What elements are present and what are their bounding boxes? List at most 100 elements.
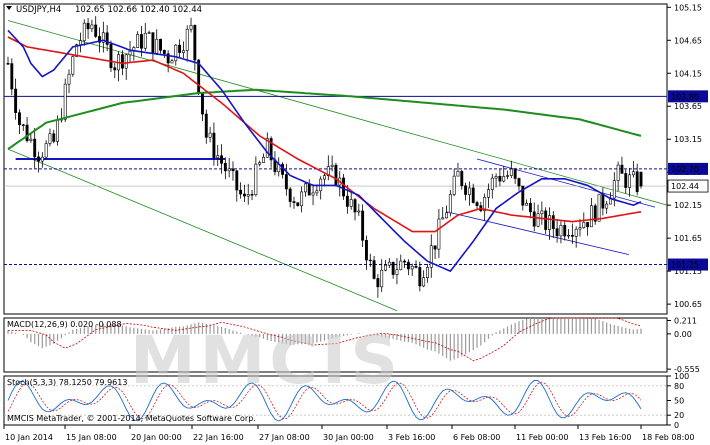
candle xyxy=(14,78,18,120)
candle-body xyxy=(75,44,79,57)
candle xyxy=(269,136,273,168)
x-tick-label: 3 Feb 16:00 xyxy=(388,433,435,442)
candle xyxy=(86,17,90,39)
candle xyxy=(498,168,502,187)
candle-body xyxy=(628,174,632,188)
candle-body xyxy=(292,201,296,203)
macd-label: MACD(12,26,9) 0.020 -0.088 xyxy=(7,320,122,329)
candle xyxy=(178,39,182,58)
candle-body xyxy=(593,205,597,222)
candle xyxy=(570,223,574,244)
candle-body xyxy=(231,168,235,172)
candle xyxy=(273,151,277,176)
candle xyxy=(311,184,315,206)
x-tick-label: 15 Jan 08:00 xyxy=(66,433,117,442)
macd-panel-frame xyxy=(3,317,668,373)
candle-body xyxy=(403,260,407,263)
candle xyxy=(159,38,162,54)
candle xyxy=(250,189,254,201)
candle-body xyxy=(14,88,18,113)
candle xyxy=(612,172,616,207)
candle xyxy=(605,201,609,214)
candle xyxy=(589,197,593,228)
candle-body xyxy=(40,156,44,162)
candle-body xyxy=(143,32,147,49)
candle xyxy=(555,219,559,243)
candle-body xyxy=(284,174,288,190)
candle xyxy=(429,234,433,278)
candle xyxy=(212,122,216,166)
candle-body xyxy=(250,194,254,196)
candle-body xyxy=(578,227,582,230)
candle xyxy=(300,186,304,213)
x-tick-label: 11 Feb 00:00 xyxy=(516,433,568,442)
candle xyxy=(372,256,376,280)
candle xyxy=(162,49,166,58)
candle xyxy=(315,184,319,197)
candle xyxy=(170,58,174,64)
candle-body xyxy=(246,194,250,197)
stoch-tick-label: 50 xyxy=(674,397,684,406)
candle xyxy=(330,155,334,172)
candle-body xyxy=(94,24,98,37)
candle xyxy=(151,32,155,60)
candle-body xyxy=(395,269,399,275)
price-tick-label: 102.15 xyxy=(674,201,702,210)
candle-body xyxy=(475,202,479,206)
candle xyxy=(166,50,170,73)
candle-body xyxy=(624,173,628,188)
candle xyxy=(109,40,113,72)
candle xyxy=(395,258,399,285)
candle xyxy=(628,167,632,197)
x-tick-label: 22 Jan 16:00 xyxy=(193,433,244,442)
candle-body xyxy=(216,155,220,159)
candle-body xyxy=(387,261,391,266)
candle xyxy=(593,203,597,225)
candle-body xyxy=(422,277,426,287)
candle xyxy=(399,254,403,271)
candle xyxy=(25,117,29,143)
x-tick-label: 27 Jan 08:00 xyxy=(259,433,310,442)
candle xyxy=(40,152,44,168)
candle-body xyxy=(380,269,384,288)
candle xyxy=(467,181,471,206)
candle-body xyxy=(532,211,536,227)
candle-body xyxy=(487,189,490,198)
candle-body xyxy=(44,143,48,158)
candle xyxy=(635,163,639,196)
candle-body xyxy=(399,260,403,271)
candle xyxy=(631,161,635,178)
candle-body xyxy=(467,187,471,195)
candle xyxy=(528,198,532,219)
candle xyxy=(586,222,590,236)
candle xyxy=(559,221,563,244)
candle-body xyxy=(597,194,601,222)
candle xyxy=(223,157,227,180)
candle-body xyxy=(452,175,456,195)
candle xyxy=(258,160,262,167)
candle xyxy=(342,173,346,200)
candle-body xyxy=(574,228,578,237)
candle-body xyxy=(589,205,593,228)
candle xyxy=(464,182,468,201)
header-triangle-icon xyxy=(6,6,12,10)
level-badge-label-102.70: 102.70 xyxy=(671,165,699,174)
level-badge-label-103.80: 103.80 xyxy=(671,92,699,101)
candle-body xyxy=(193,25,197,61)
candle xyxy=(387,258,391,269)
candle xyxy=(403,259,407,268)
candle-body xyxy=(559,225,563,237)
candle xyxy=(475,200,479,210)
candle-body xyxy=(414,265,418,268)
candle xyxy=(483,193,487,221)
stoch-main-line xyxy=(7,379,642,422)
candle-body xyxy=(471,187,475,203)
x-tick-label: 18 Feb 08:00 xyxy=(642,433,694,442)
candle xyxy=(227,157,231,178)
candle-body xyxy=(262,156,265,163)
short-channel-upper xyxy=(476,158,656,208)
candle-body xyxy=(300,191,304,207)
candle-body xyxy=(555,228,559,237)
